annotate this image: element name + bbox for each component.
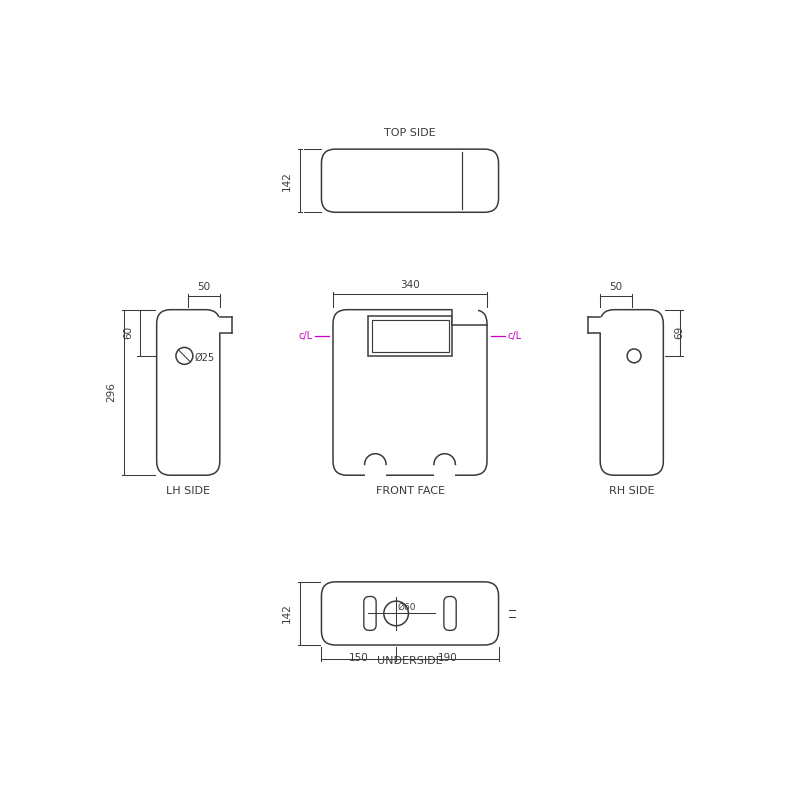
- Text: 50: 50: [610, 282, 622, 292]
- Text: RH SIDE: RH SIDE: [609, 486, 654, 496]
- Text: FRONT FACE: FRONT FACE: [375, 486, 445, 496]
- Bar: [434, 464, 455, 477]
- Text: Ø25: Ø25: [194, 353, 214, 362]
- Text: 190: 190: [438, 654, 458, 663]
- Text: 142: 142: [282, 170, 292, 190]
- Bar: [218, 318, 232, 333]
- Text: Ø60: Ø60: [398, 603, 416, 612]
- Text: 60: 60: [123, 326, 134, 339]
- Text: TOP SIDE: TOP SIDE: [384, 128, 436, 138]
- Text: 69: 69: [674, 326, 684, 339]
- Text: 296: 296: [106, 382, 117, 402]
- Text: c/L: c/L: [507, 331, 521, 341]
- Text: 150: 150: [349, 654, 369, 663]
- Bar: [452, 306, 478, 325]
- Text: LH SIDE: LH SIDE: [166, 486, 210, 496]
- Bar: [368, 316, 452, 356]
- Text: 340: 340: [400, 280, 420, 290]
- Bar: [371, 320, 449, 352]
- Text: c/L: c/L: [299, 331, 313, 341]
- Text: 142: 142: [282, 603, 292, 623]
- Text: UNDERSIDE: UNDERSIDE: [377, 656, 443, 666]
- Text: 50: 50: [198, 282, 210, 292]
- Bar: [588, 318, 602, 333]
- Bar: [365, 464, 386, 477]
